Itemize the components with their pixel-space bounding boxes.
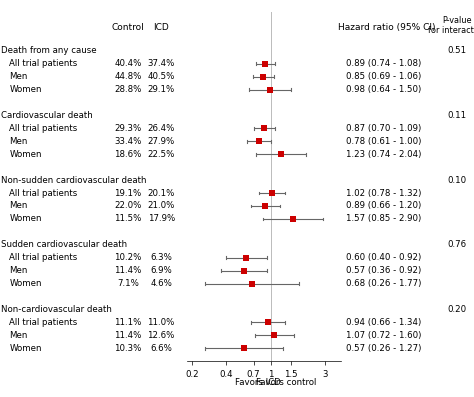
Text: 18.6%: 18.6%	[114, 150, 142, 159]
Text: All trial patients: All trial patients	[9, 253, 78, 262]
Text: Non-cardiovascular death: Non-cardiovascular death	[1, 305, 112, 314]
Text: 0.98 (0.64 - 1.50): 0.98 (0.64 - 1.50)	[346, 85, 421, 94]
Text: 1.02 (0.78 - 1.32): 1.02 (0.78 - 1.32)	[346, 189, 421, 198]
Text: 11.5%: 11.5%	[114, 214, 142, 224]
Text: Sudden cardiovascular death: Sudden cardiovascular death	[1, 240, 127, 249]
Text: 0.78 (0.61 - 1.00): 0.78 (0.61 - 1.00)	[346, 137, 421, 146]
Text: Favors ICD: Favors ICD	[235, 378, 281, 387]
Text: Non-sudden cardiovascular death: Non-sudden cardiovascular death	[1, 175, 146, 185]
Text: 7.1%: 7.1%	[117, 279, 139, 288]
Text: Women: Women	[9, 214, 42, 224]
Text: 10.3%: 10.3%	[114, 344, 142, 353]
Text: Cardiovascular death: Cardiovascular death	[1, 111, 93, 120]
Text: Men: Men	[9, 266, 28, 275]
Text: 0.60 (0.40 - 0.92): 0.60 (0.40 - 0.92)	[346, 253, 421, 262]
Text: Women: Women	[9, 279, 42, 288]
Text: 0.89 (0.66 - 1.20): 0.89 (0.66 - 1.20)	[346, 202, 421, 210]
Text: 0.57 (0.26 - 1.27): 0.57 (0.26 - 1.27)	[346, 344, 421, 353]
Text: Hazard ratio (95% CI): Hazard ratio (95% CI)	[337, 23, 435, 32]
Text: 1.57 (0.85 - 2.90): 1.57 (0.85 - 2.90)	[346, 214, 421, 224]
Text: 40.4%: 40.4%	[114, 59, 142, 68]
Text: 0.51: 0.51	[448, 46, 467, 55]
Text: All trial patients: All trial patients	[9, 189, 78, 198]
Text: 11.4%: 11.4%	[114, 331, 142, 340]
Text: Men: Men	[9, 137, 28, 146]
Text: Death from any cause: Death from any cause	[1, 46, 97, 55]
Text: 20.1%: 20.1%	[147, 189, 175, 198]
Text: 37.4%: 37.4%	[147, 59, 175, 68]
Text: 6.9%: 6.9%	[150, 266, 172, 275]
Text: 33.4%: 33.4%	[114, 137, 142, 146]
Text: All trial patients: All trial patients	[9, 318, 78, 327]
Text: Women: Women	[9, 85, 42, 94]
Text: Women: Women	[9, 150, 42, 159]
Text: 0.68 (0.26 - 1.77): 0.68 (0.26 - 1.77)	[346, 279, 421, 288]
Text: 40.5%: 40.5%	[147, 72, 175, 81]
Text: 0.89 (0.74 - 1.08): 0.89 (0.74 - 1.08)	[346, 59, 421, 68]
Text: Women: Women	[9, 344, 42, 353]
Text: 12.6%: 12.6%	[147, 331, 175, 340]
Text: 0.85 (0.69 - 1.06): 0.85 (0.69 - 1.06)	[346, 72, 421, 81]
Text: 0.57 (0.36 - 0.92): 0.57 (0.36 - 0.92)	[346, 266, 421, 275]
Text: ICD: ICD	[153, 23, 169, 32]
Text: 28.8%: 28.8%	[114, 85, 142, 94]
Text: All trial patients: All trial patients	[9, 124, 78, 133]
Text: 26.4%: 26.4%	[147, 124, 175, 133]
Text: 10.2%: 10.2%	[114, 253, 142, 262]
Text: 29.3%: 29.3%	[114, 124, 142, 133]
Text: 0.76: 0.76	[448, 240, 467, 249]
Text: 21.0%: 21.0%	[147, 202, 175, 210]
Text: 22.0%: 22.0%	[114, 202, 142, 210]
Text: 44.8%: 44.8%	[114, 72, 142, 81]
Text: Men: Men	[9, 331, 28, 340]
Text: Favors control: Favors control	[255, 378, 316, 387]
Text: 6.6%: 6.6%	[150, 344, 172, 353]
Text: Men: Men	[9, 72, 28, 81]
Text: 1.07 (0.72 - 1.60): 1.07 (0.72 - 1.60)	[346, 331, 421, 340]
Text: Men: Men	[9, 202, 28, 210]
Text: 11.0%: 11.0%	[147, 318, 175, 327]
Text: 0.87 (0.70 - 1.09): 0.87 (0.70 - 1.09)	[346, 124, 421, 133]
Text: 0.11: 0.11	[448, 111, 467, 120]
Text: 19.1%: 19.1%	[114, 189, 142, 198]
Text: P-value
for interaction: P-value for interaction	[428, 16, 474, 35]
Text: 4.6%: 4.6%	[150, 279, 172, 288]
Text: 29.1%: 29.1%	[147, 85, 175, 94]
Text: 6.3%: 6.3%	[150, 253, 172, 262]
Text: Control: Control	[111, 23, 145, 32]
Text: 11.4%: 11.4%	[114, 266, 142, 275]
Text: 0.10: 0.10	[448, 175, 467, 185]
Text: 22.5%: 22.5%	[147, 150, 175, 159]
Text: 17.9%: 17.9%	[147, 214, 175, 224]
Text: All trial patients: All trial patients	[9, 59, 78, 68]
Text: 11.1%: 11.1%	[114, 318, 142, 327]
Text: 0.94 (0.66 - 1.34): 0.94 (0.66 - 1.34)	[346, 318, 421, 327]
Text: 27.9%: 27.9%	[147, 137, 175, 146]
Text: 0.20: 0.20	[448, 305, 467, 314]
Text: 1.23 (0.74 - 2.04): 1.23 (0.74 - 2.04)	[346, 150, 421, 159]
